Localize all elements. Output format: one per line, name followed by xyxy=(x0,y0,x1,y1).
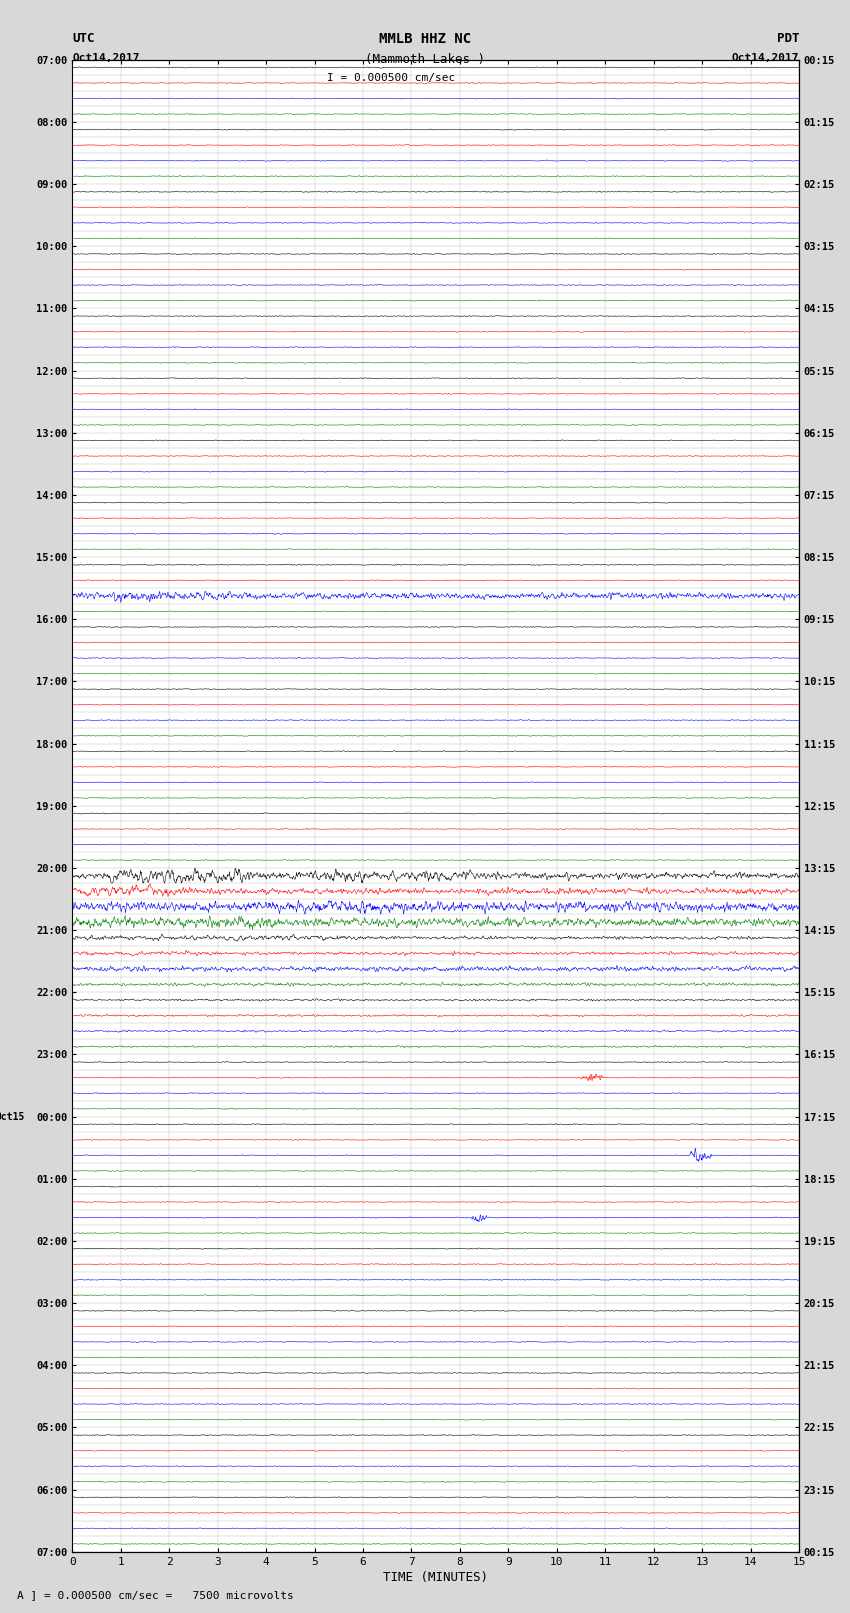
Text: PDT: PDT xyxy=(777,32,799,45)
X-axis label: TIME (MINUTES): TIME (MINUTES) xyxy=(383,1571,488,1584)
Text: UTC: UTC xyxy=(72,32,94,45)
Text: Oct14,2017: Oct14,2017 xyxy=(732,53,799,63)
Text: MMLB HHZ NC: MMLB HHZ NC xyxy=(379,32,471,47)
Text: Oct14,2017: Oct14,2017 xyxy=(72,53,139,63)
Text: Oct15: Oct15 xyxy=(0,1111,25,1121)
Text: I = 0.000500 cm/sec: I = 0.000500 cm/sec xyxy=(327,73,455,82)
Text: A ] = 0.000500 cm/sec =   7500 microvolts: A ] = 0.000500 cm/sec = 7500 microvolts xyxy=(17,1590,294,1600)
Text: (Mammoth Lakes ): (Mammoth Lakes ) xyxy=(365,53,485,66)
